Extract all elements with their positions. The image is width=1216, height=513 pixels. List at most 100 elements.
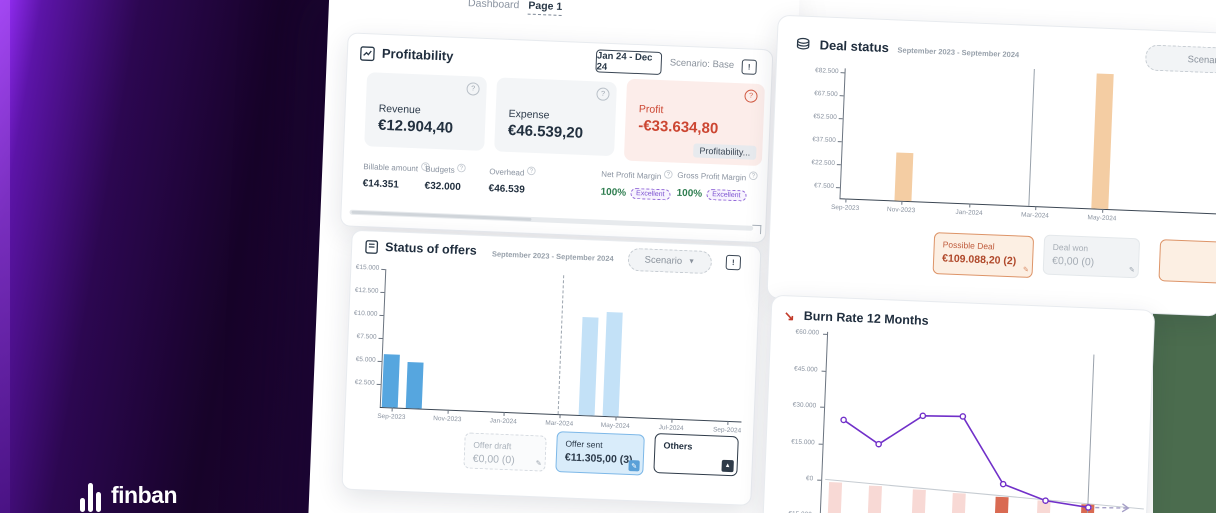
stat-billable-amount: Billable amount? €14.351 <box>362 156 430 192</box>
negative-bar <box>910 489 926 513</box>
deal-won-button[interactable]: Deal won €0,00 (0) ✎ <box>1042 234 1141 279</box>
profitability-chip-button[interactable]: Profitability... <box>693 143 757 160</box>
y-tick <box>381 268 386 271</box>
negative-bar <box>950 493 966 513</box>
edit-pencil-icon[interactable]: ✎ <box>628 460 640 472</box>
horizontal-scrollbar[interactable] <box>349 209 754 231</box>
breadcrumb-section[interactable]: Dashboard <box>467 0 520 12</box>
edit-pencil-icon[interactable]: ✎ <box>1022 266 1029 274</box>
stat-gross-profit-margin: Gross Profit Margin? 100% Excellent <box>676 165 758 204</box>
y-tick <box>837 140 842 142</box>
x-tick-label: Mar-2024 <box>545 419 574 428</box>
y-tick <box>378 337 383 340</box>
y-tick-label: €45.000 <box>793 365 818 374</box>
y-tick <box>817 479 822 481</box>
x-tick <box>969 203 971 208</box>
stat-overhead: Overhead? €46.539 <box>488 161 536 196</box>
y-tick-label: €10.000 <box>353 309 378 318</box>
deal-status-card: Deal status September 2023 - September 2… <box>766 14 1216 317</box>
burn-rate-chart: €60.000€45.000€30.000€15.000€0-€15.000 <box>763 296 1154 513</box>
x-tick-label: Sep-2023 <box>830 203 860 213</box>
info-icon[interactable]: ? <box>748 171 758 181</box>
x-tick <box>615 416 617 421</box>
y-tick-label: €5.000 <box>355 355 376 364</box>
expense-tile: ? Expense €46.539,20 <box>494 77 617 157</box>
info-icon[interactable]: ? <box>663 169 673 179</box>
others-button[interactable]: Others ▲ <box>653 433 739 477</box>
breadcrumb-page[interactable]: Page 1 <box>527 0 563 16</box>
y-tick-label: €52.500 <box>813 112 837 121</box>
negative-bar <box>827 482 843 513</box>
today-marker-line <box>1085 354 1095 513</box>
scenario-base-label[interactable]: Scenario: Base <box>669 57 735 71</box>
resize-corner-icon[interactable] <box>752 224 762 235</box>
y-tick <box>380 291 385 294</box>
y-tick-label: €0 <box>805 475 814 483</box>
x-tick <box>447 409 449 414</box>
info-icon[interactable]: ? <box>457 163 467 173</box>
y-tick-label: €12.500 <box>354 286 379 295</box>
chart-bar <box>1091 73 1114 210</box>
x-tick-label: Nov-2023 <box>433 415 462 424</box>
y-tick-label: €67.500 <box>814 89 838 98</box>
y-tick <box>377 360 382 362</box>
y-tick <box>836 163 841 165</box>
negative-bar <box>867 485 882 513</box>
x-tick-label: Nov-2023 <box>886 206 916 215</box>
date-range-button[interactable]: Jan 24 - Dec 24 <box>595 49 663 75</box>
status-of-offers-card: Status of offers September 2023 - Septem… <box>341 229 762 506</box>
info-icon[interactable]: ? <box>527 166 536 176</box>
y-tick <box>818 443 823 445</box>
y-tick-label: €15.000 <box>791 438 815 447</box>
help-icon[interactable]: ? <box>466 82 480 96</box>
expense-value: €46.539,20 <box>507 121 584 142</box>
comment-alert-icon[interactable]: ! <box>741 59 757 75</box>
x-tick <box>391 407 393 412</box>
stat-net-profit-margin: Net Profit Margin? 100% Excellent <box>600 164 673 203</box>
offer-draft-button[interactable]: Offer draft €0,00 (0) ✎ <box>463 432 547 472</box>
profit-label: Profit <box>638 103 664 117</box>
y-tick-label: €2.500 <box>354 378 375 387</box>
expand-icon[interactable]: ▲ <box>721 459 734 473</box>
chart-bar <box>894 152 914 202</box>
x-tick <box>503 411 505 416</box>
revenue-tile: ? Revenue €12.904,40 <box>364 72 488 151</box>
y-tick <box>379 314 384 317</box>
y-tick <box>376 383 381 385</box>
x-tick-label: Jul-2024 <box>658 424 684 433</box>
y-tick-label: €37.500 <box>812 135 836 144</box>
offer-sent-button[interactable]: Offer sent €11.305,00 (3) ✎ <box>555 431 645 476</box>
purple-gradient-band <box>0 0 363 513</box>
edit-pencil-icon[interactable]: ✎ <box>535 460 542 468</box>
help-icon[interactable]: ? <box>744 89 758 103</box>
x-tick-label: Jan-2024 <box>955 208 983 217</box>
x-tick <box>559 414 561 419</box>
chart-bar <box>602 311 623 417</box>
y-axis <box>819 331 829 513</box>
help-icon[interactable]: ? <box>596 87 610 101</box>
y-tick <box>835 186 840 188</box>
y-tick <box>839 94 844 96</box>
negative-bar <box>993 496 1009 513</box>
x-tick-label: May-2024 <box>1087 214 1117 223</box>
y-tick-label: €30.000 <box>792 401 817 410</box>
y-tick <box>838 117 843 119</box>
document-icon <box>365 240 379 254</box>
deal-lost-button-cut[interactable] <box>1158 239 1216 285</box>
stat-budgets: Budgets? €32.000 <box>424 159 467 194</box>
x-tick-label: Sep-2023 <box>377 412 406 421</box>
profit-tile: ? Profit -€33.634,80 Profitability... <box>623 78 766 167</box>
x-tick <box>1102 208 1104 213</box>
negative-bar <box>1035 500 1051 513</box>
y-tick-label: €15.000 <box>355 263 380 272</box>
green-accent-panel <box>1153 302 1216 513</box>
x-tick <box>727 420 729 425</box>
possible-deal-button[interactable]: Possible Deal €109.088,20 (2) ✎ <box>932 232 1035 279</box>
finban-logo: finban <box>80 478 178 512</box>
edit-pencil-icon[interactable]: ✎ <box>1128 266 1135 275</box>
y-tick-label: €60.000 <box>795 328 820 337</box>
y-tick <box>822 334 828 336</box>
y-tick <box>820 406 825 408</box>
revenue-label: Revenue <box>378 102 421 117</box>
